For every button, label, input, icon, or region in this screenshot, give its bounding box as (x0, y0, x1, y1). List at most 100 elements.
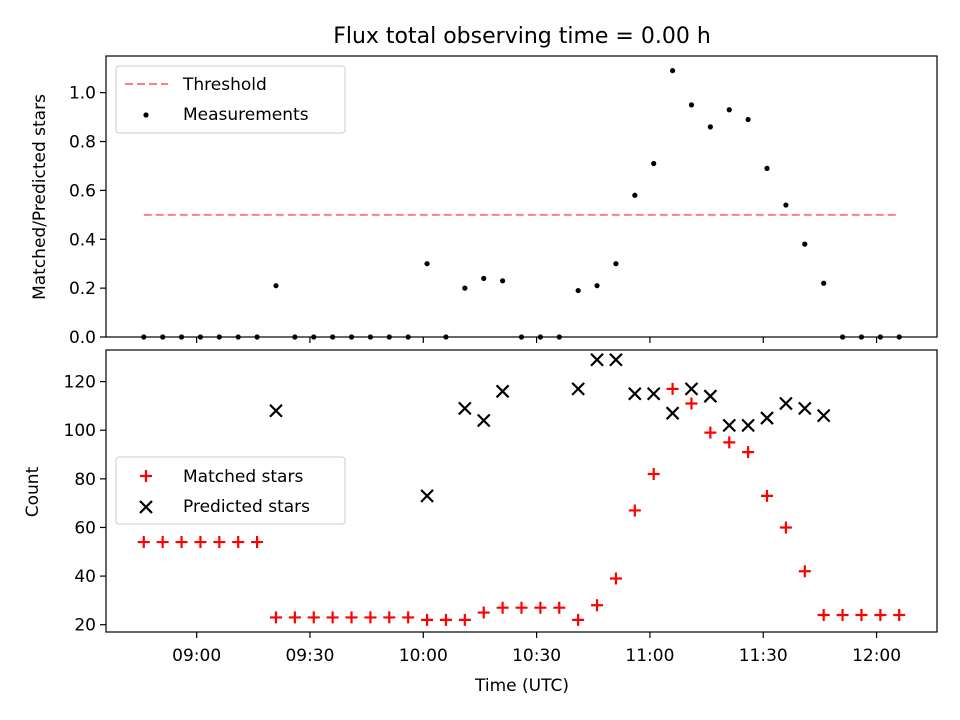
chart-title: Flux total observing time = 0.00 h (333, 24, 711, 49)
bottom-legend-box (115, 456, 346, 525)
x-axis-label: Time (UTC) (474, 676, 569, 696)
bottom-y-tick-label: 100 (64, 421, 96, 441)
predicted-point (665, 406, 680, 420)
measurement-point (745, 116, 751, 123)
predicted-point (420, 489, 434, 503)
measurement-point (424, 261, 430, 267)
predicted-point (609, 352, 623, 367)
legend-threshold-label: Threshold (182, 75, 267, 95)
bottom-y-tick-label: 40 (74, 567, 96, 587)
bottom-y-axis-label: Count (23, 466, 43, 517)
matched-point (251, 536, 264, 549)
matched-point (742, 446, 755, 459)
matched-point (496, 601, 509, 614)
top-x-ticks (196, 337, 878, 343)
top-panel: 0.0 0.2 0.4 0.6 0.8 1.0 Matched/Predicted sta… (30, 55, 938, 348)
predicted-point (760, 411, 774, 425)
matched-point (591, 599, 604, 612)
measurement-point (481, 275, 487, 281)
matched-point (477, 606, 490, 619)
matched-point (893, 608, 906, 621)
measurement-point (858, 334, 865, 340)
x-tick-label: 11:00 (625, 646, 674, 666)
matched-point (137, 536, 150, 549)
x-tick-label: 09:30 (285, 646, 334, 666)
measurement-point (443, 334, 449, 340)
bottom-plot-frame (105, 349, 938, 633)
measurement-point (518, 334, 525, 340)
legend-matched-swatch (140, 470, 152, 482)
top-y-tick-label: 0.8 (69, 133, 96, 153)
matched-point (439, 613, 452, 626)
measurement-point (613, 261, 619, 267)
legend-measurements-swatch (143, 112, 149, 118)
bottom-y-tick-label: 60 (74, 518, 96, 538)
matched-point (704, 426, 717, 439)
matched-point (798, 565, 811, 578)
measurement-point (783, 202, 789, 208)
measurement-point (216, 334, 222, 340)
legend-matched-marker (140, 470, 152, 482)
top-legend-box (115, 65, 346, 134)
measurement-point (197, 334, 204, 340)
measurement-point (726, 107, 732, 113)
measurement-point (311, 334, 317, 340)
predicted-point (495, 384, 510, 399)
measurement-point (367, 334, 374, 340)
matched-point (515, 601, 528, 614)
matched-point (855, 608, 868, 621)
matched-point (175, 536, 188, 549)
predicted-point (590, 352, 604, 367)
matched-point (288, 611, 301, 624)
measurement-point (141, 334, 147, 340)
predicted-point (269, 403, 283, 418)
x-tick-label: 12:00 (852, 646, 901, 666)
top-y-tick-label: 0.4 (69, 230, 96, 250)
x-tick-label: 11:30 (739, 646, 788, 666)
matched-point (723, 436, 736, 449)
x-tick-label: 10:30 (512, 646, 561, 666)
matched-point (364, 611, 377, 624)
matched-point (572, 613, 585, 626)
predicted-point (458, 401, 472, 416)
matched-point (779, 521, 792, 534)
matched-point (232, 536, 245, 549)
legend-predicted-label: Predicted stars (183, 497, 310, 517)
matched-point (326, 611, 339, 624)
predicted-points (269, 352, 831, 503)
predicted-point (779, 396, 793, 411)
measurement-point (556, 334, 562, 340)
measurement-point (348, 334, 355, 340)
top-y-axis-label: Matched/Predicted stars (30, 94, 50, 300)
matched-point (836, 608, 849, 621)
measurement-point (292, 334, 298, 340)
matched-point (345, 611, 358, 624)
measurement-point (707, 124, 713, 130)
measurement-point (877, 334, 883, 340)
top-legend: Threshold Measurements (115, 65, 346, 134)
measurement-point (500, 278, 506, 284)
top-y-tick-label: 1.0 (69, 84, 96, 104)
measurement-point (764, 165, 770, 171)
predicted-point (571, 382, 585, 396)
legend-measurements-label: Measurements (183, 105, 309, 125)
predicted-point (684, 382, 699, 396)
bottom-y-tick-label: 120 (64, 373, 96, 393)
bottom-legend: Matched stars Predicted stars (115, 456, 346, 525)
predicted-point (741, 418, 755, 433)
measurement-point (235, 334, 241, 340)
predicted-point (703, 389, 718, 403)
matched-point (666, 382, 679, 395)
predicted-point (628, 386, 642, 401)
matched-point (156, 536, 169, 549)
matched-point (874, 608, 887, 621)
measurement-point (160, 334, 166, 340)
matched-point (194, 536, 207, 549)
measurement-point (254, 334, 260, 340)
matched-point (534, 601, 547, 614)
legend-predicted-swatch (139, 500, 153, 514)
measurement-point (386, 334, 392, 340)
matched-point (213, 536, 226, 549)
measurement-point (688, 102, 695, 108)
